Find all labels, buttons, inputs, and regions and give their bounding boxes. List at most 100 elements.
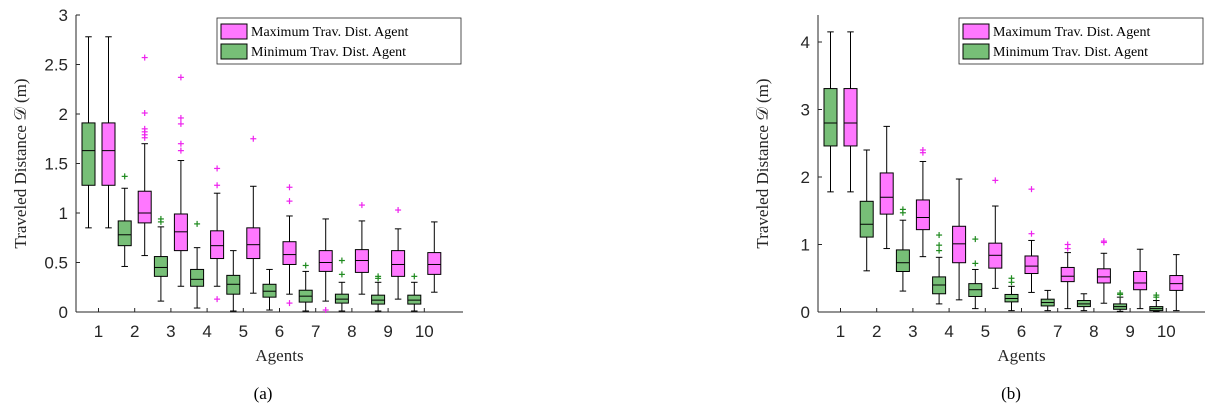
outlier-marker <box>899 206 906 213</box>
x-tick-label: 3 <box>908 322 917 341</box>
box-body <box>210 230 225 260</box>
legend-label: Maximum Trav. Dist. Agent <box>251 25 408 40</box>
box-min-8 <box>1076 293 1091 312</box>
box-body <box>391 250 406 277</box>
box-body <box>246 227 261 260</box>
box-max-7 <box>1060 241 1075 310</box>
box-body <box>427 252 442 275</box>
box-body <box>879 172 894 215</box>
box-max-8 <box>354 202 369 295</box>
box-max-10 <box>1169 254 1184 312</box>
y-axis-label: Traveled Distance 𝒟 (m) <box>11 78 30 248</box>
box-min-3 <box>895 206 910 292</box>
box-body <box>282 241 297 265</box>
box-body <box>137 190 152 224</box>
outlier-marker <box>338 271 345 278</box>
box-max-1 <box>101 36 116 229</box>
x-tick-label: 3 <box>166 322 175 341</box>
outlier-marker <box>919 147 926 153</box>
legend-swatch-max <box>220 23 248 40</box>
outlier-marker <box>177 74 184 81</box>
box-max-2 <box>137 54 152 257</box>
box-body <box>1024 255 1039 275</box>
outlier-marker <box>322 307 329 314</box>
box-min-3 <box>153 215 168 302</box>
box-max-5 <box>246 135 261 294</box>
legend-box <box>216 17 462 65</box>
outlier-marker <box>936 247 943 254</box>
x-tick-label: 8 <box>1089 322 1098 341</box>
y-axis-label: Traveled Distance 𝒟 (m) <box>753 78 772 248</box>
box-max-6 <box>1024 186 1039 293</box>
outlier-marker <box>1100 238 1107 245</box>
outlier-marker <box>302 262 309 269</box>
x-tick-label: 2 <box>130 322 139 341</box>
outlier-marker <box>286 184 293 191</box>
box-max-6 <box>282 184 297 307</box>
x-tick-label: 1 <box>836 322 845 341</box>
box-body <box>952 225 967 264</box>
box-min-4 <box>190 220 205 309</box>
box-body <box>843 88 858 147</box>
legend-swatch-max <box>962 23 990 40</box>
figure-caption: (b) <box>1001 384 1021 403</box>
x-tick-label: 5 <box>239 322 248 341</box>
legend-swatch-min <box>220 43 248 60</box>
x-tick-label: 7 <box>311 322 320 341</box>
legend-label: Maximum Trav. Dist. Agent <box>993 25 1150 40</box>
outlier-marker <box>1008 275 1015 282</box>
box-body <box>318 250 333 272</box>
outlier-marker <box>411 273 418 280</box>
outlier-marker <box>936 242 943 249</box>
box-min-8 <box>334 257 349 312</box>
box-min-1 <box>823 31 838 193</box>
y-tick-label: 3 <box>59 6 68 25</box>
outlier-marker <box>1153 292 1160 299</box>
x-tick-label: 8 <box>347 322 356 341</box>
outlier-marker <box>972 236 979 243</box>
outlier-marker <box>972 260 979 267</box>
box-body <box>1060 266 1075 283</box>
box-min-7 <box>1040 289 1055 312</box>
outlier-marker <box>141 125 148 132</box>
outlier-marker <box>214 165 221 172</box>
y-tick-label: 0.5 <box>44 254 68 273</box>
y-tick-label: 0 <box>59 303 68 322</box>
outlier-marker <box>1028 230 1035 237</box>
box-min-6 <box>1004 275 1019 312</box>
box-body <box>1096 268 1111 284</box>
box-min-2 <box>117 173 132 267</box>
box-min-9 <box>1113 290 1128 312</box>
x-tick-label: 9 <box>383 322 392 341</box>
box-max-9 <box>391 207 406 300</box>
outlier-marker <box>214 296 221 303</box>
box-body <box>153 256 168 277</box>
legend-label: Minimum Trav. Dist. Agent <box>251 45 406 60</box>
box-body <box>117 220 132 247</box>
outlier-marker <box>177 140 184 147</box>
box-max-5 <box>988 177 1003 289</box>
box-min-10 <box>1149 292 1164 312</box>
legend: Maximum Trav. Dist. Agent Minimum Trav. D… <box>216 17 462 65</box>
box-max-3 <box>915 147 930 258</box>
box-max-1 <box>843 31 858 193</box>
box-min-5 <box>968 236 983 310</box>
outlier-marker <box>141 54 148 61</box>
y-tick-label: 2 <box>801 168 810 187</box>
box-max-2 <box>879 125 894 250</box>
outlier-marker <box>177 120 184 127</box>
outlier-marker <box>375 273 382 280</box>
legend-swatch-min <box>962 43 990 60</box>
box-body <box>101 122 116 186</box>
x-axis-label: Agents <box>255 346 303 365</box>
x-tick-label: 10 <box>1157 322 1176 341</box>
outlier-marker <box>177 147 184 154</box>
outlier-marker <box>1064 241 1071 248</box>
outlier-marker <box>338 257 345 264</box>
box-min-5 <box>226 250 241 312</box>
y-tick-label: 4 <box>801 33 810 52</box>
box-max-9 <box>1133 248 1148 310</box>
y-tick-label: 0 <box>801 303 810 322</box>
box-body <box>1169 275 1184 291</box>
